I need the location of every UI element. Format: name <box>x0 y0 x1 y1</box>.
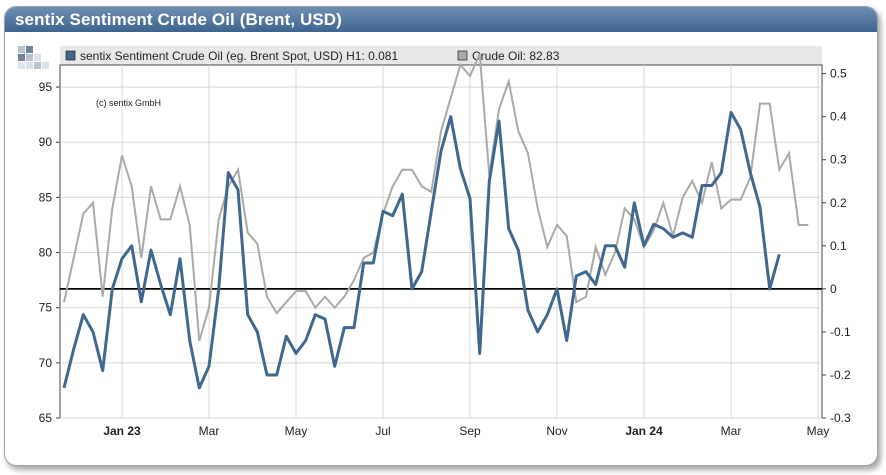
legend-item-sentiment: sentix Sentiment Crude Oil (eg. Brent Sp… <box>65 49 398 63</box>
x-tick-label: Nov <box>546 424 567 438</box>
legend-item-crude: Crude Oil: 82.83 <box>457 49 560 63</box>
x-tick-label: Jul <box>375 424 390 438</box>
y-right-tick-label: -0.3 <box>830 411 851 425</box>
legend-swatch-sentiment <box>65 50 76 61</box>
title-bar: sentix Sentiment Crude Oil (Brent, USD) <box>5 7 877 32</box>
legend-swatch-crude <box>457 50 468 61</box>
y-right-tick-label: 0.2 <box>830 196 847 210</box>
chart-title: sentix Sentiment Crude Oil (Brent, USD) <box>15 10 342 29</box>
y-right-tick-label: 0.4 <box>830 110 847 124</box>
y-left-tick-label: 75 <box>39 301 53 315</box>
y-right-tick-label: -0.2 <box>830 368 851 382</box>
plot-area <box>59 64 823 419</box>
x-tick-label: Jan 23 <box>103 424 141 438</box>
legend-band <box>60 46 822 65</box>
y-left-tick-label: 70 <box>39 356 53 370</box>
legend-label-crude: Crude Oil: 82.83 <box>472 49 560 63</box>
y-axis-left: 65 70 75 80 85 90 95 <box>39 80 60 425</box>
legend-label-sentiment: sentix Sentiment Crude Oil (eg. Brent Sp… <box>80 49 398 63</box>
y-right-tick-label: 0.1 <box>830 239 847 253</box>
copyright-text: (c) sentix GmbH <box>96 98 161 108</box>
x-tick-label: Mar <box>199 424 220 438</box>
y-left-tick-label: 65 <box>39 411 53 425</box>
y-right-tick-label: 0.3 <box>830 153 847 167</box>
y-right-tick-label: 0.5 <box>830 67 847 81</box>
y-left-tick-label: 95 <box>39 80 53 94</box>
y-right-tick-label: 0 <box>830 282 837 296</box>
x-tick-label: May <box>807 424 830 438</box>
sentix-logo-icon <box>18 46 49 69</box>
x-axis: Jan 23 Mar May Jul Sep Nov Jan 24 Mar May <box>103 424 829 438</box>
x-tick-label: May <box>285 424 308 438</box>
series-line-sentiment <box>62 110 781 390</box>
series-line-crude-oil <box>63 53 809 342</box>
y-axis-right: -0.3 -0.2 -0.1 0 0.1 0.2 0.3 0.4 0.5 <box>822 67 851 425</box>
y-right-tick-label: -0.1 <box>830 325 851 339</box>
x-tick-label: Sep <box>459 424 481 438</box>
x-tick-label: Jan 24 <box>625 424 663 438</box>
x-tick-label: Mar <box>721 424 742 438</box>
y-left-tick-label: 80 <box>39 246 53 260</box>
y-left-tick-label: 85 <box>39 190 53 204</box>
y-left-tick-label: 90 <box>39 135 53 149</box>
